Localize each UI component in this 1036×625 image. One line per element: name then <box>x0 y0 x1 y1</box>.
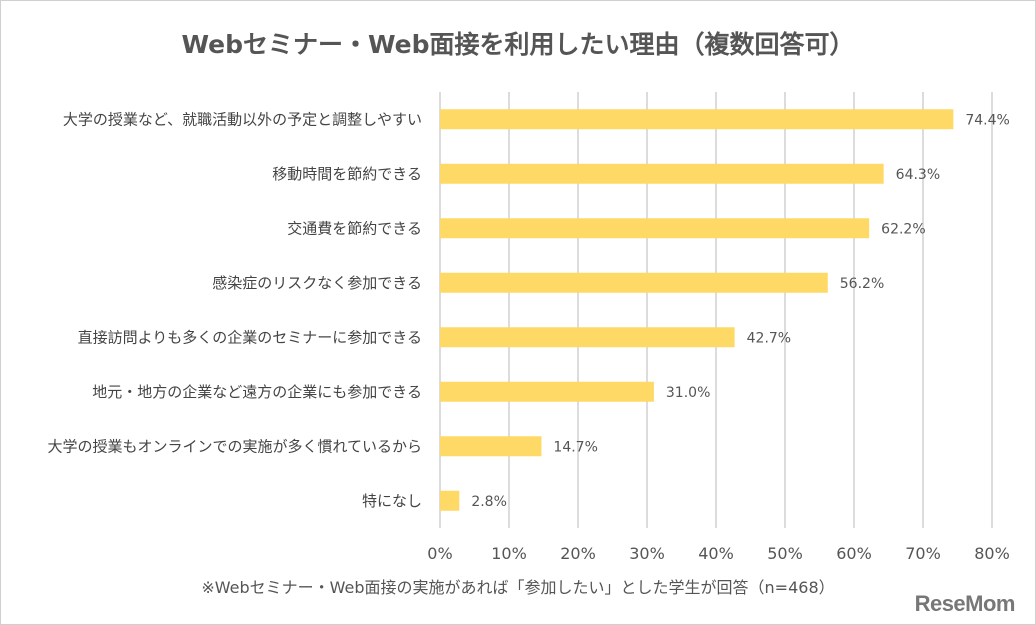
x-tick-label: 50% <box>767 544 803 563</box>
x-tick-label: 20% <box>560 544 596 563</box>
value-label: 56.2% <box>840 276 884 292</box>
bar <box>440 109 954 130</box>
category-label: 直接訪問よりも多くの企業のセミナーに参加できる <box>78 328 422 346</box>
category-label: 大学の授業もオンラインでの実施が多く慣れているから <box>47 437 422 455</box>
bar <box>440 218 870 239</box>
category-label: 大学の授業など、就職活動以外の予定と調整しやすい <box>63 110 422 128</box>
value-label: 64.3% <box>896 167 940 183</box>
x-tick-label: 40% <box>698 544 734 563</box>
category-label: 交通費を節約できる <box>287 219 422 237</box>
value-label: 2.8% <box>471 494 507 510</box>
bar <box>440 163 884 184</box>
resemom-logo: ReseMom <box>914 591 1016 616</box>
value-label: 42.7% <box>747 330 791 346</box>
value-label: 31.0% <box>666 385 710 401</box>
x-tick-label: 10% <box>491 544 527 563</box>
bar <box>440 436 542 457</box>
value-label: 62.2% <box>881 221 925 237</box>
x-tick-label: 60% <box>836 544 872 563</box>
value-label: 14.7% <box>553 439 597 455</box>
category-label: 感染症のリスクなく参加できる <box>212 274 422 292</box>
chart-footnote: ※Webセミナー・Web面接の実施があれば「参加したい」とした学生が回答（n=4… <box>201 578 835 597</box>
x-tick-label: 0% <box>427 544 452 563</box>
category-label: 移動時間を節約できる <box>272 165 422 183</box>
x-tick-label: 80% <box>974 544 1010 563</box>
chart-title: Webセミナー・Web面接を利用したい理由（複数回答可） <box>181 30 855 59</box>
x-tick-label: 30% <box>629 544 665 563</box>
bar <box>440 327 735 348</box>
bar <box>440 381 654 402</box>
bar <box>440 490 460 511</box>
bar <box>440 272 828 293</box>
value-label: 74.4% <box>965 112 1009 128</box>
category-label: 地元・地方の企業など遠方の企業にも参加できる <box>92 383 422 401</box>
category-label: 特になし <box>362 492 422 510</box>
x-tick-label: 70% <box>905 544 941 563</box>
